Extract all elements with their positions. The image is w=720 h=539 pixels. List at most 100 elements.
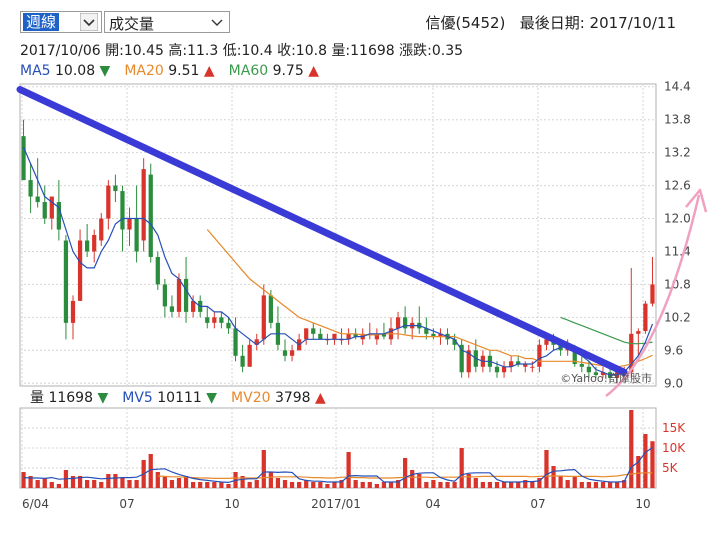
candle-body xyxy=(205,317,210,323)
candle-body xyxy=(113,185,118,192)
candle-body xyxy=(381,333,387,337)
volume-bar xyxy=(388,482,394,488)
volume-bar xyxy=(176,478,182,488)
candle-body xyxy=(92,235,97,252)
candle-body xyxy=(21,136,26,181)
ma-legend: MA5 10.08 ▼ MA20 9.51 ▲ MA60 9.75 ▲ xyxy=(20,63,333,79)
price-y-tick-label: 13.2 xyxy=(664,146,691,160)
trendline xyxy=(16,85,628,376)
down-arrow-icon: ▼ xyxy=(99,63,111,79)
volume-bar xyxy=(275,478,281,488)
volume-bar xyxy=(431,480,436,488)
volume-bar xyxy=(42,478,47,488)
volume-bar xyxy=(438,482,443,488)
candle-body xyxy=(148,174,153,257)
candle-body xyxy=(56,202,61,230)
candle-body xyxy=(403,317,408,329)
vol-legend-量: 量 11698 ▼ xyxy=(30,390,109,406)
volume-bar xyxy=(473,478,478,488)
candle-body xyxy=(49,196,54,219)
candle-body xyxy=(169,306,175,312)
indicator-select[interactable]: 成交量 xyxy=(104,11,230,33)
x-tick-label: 6/04 xyxy=(22,497,49,511)
candle-body xyxy=(191,300,196,312)
x-tick-label: 04 xyxy=(425,497,440,511)
volume-bar xyxy=(523,480,528,488)
candle-body xyxy=(219,317,224,323)
period-select[interactable]: 週線 xyxy=(20,11,102,33)
volume-bar xyxy=(268,472,273,488)
volume-bar xyxy=(353,480,358,488)
ohlc-close: 收:10.8 xyxy=(277,43,327,59)
candle-body xyxy=(459,344,464,373)
ma-legend-ma20: MA20 9.51 ▲ xyxy=(124,63,215,79)
candle-body xyxy=(70,300,76,323)
chevron-down-icon xyxy=(211,19,223,26)
volume-bar xyxy=(494,482,500,488)
volume-bar xyxy=(551,466,556,488)
volume-bar xyxy=(219,482,224,488)
volume-bar xyxy=(106,474,111,488)
vol-legend-mv5: MV5 10111 ▼ xyxy=(122,390,218,406)
volume-bar xyxy=(445,482,450,488)
volume-bar xyxy=(650,441,655,488)
candle-body xyxy=(183,278,189,312)
volume-bar xyxy=(516,482,521,488)
candle-body xyxy=(374,333,379,340)
volume-bar xyxy=(509,482,514,488)
candle-body xyxy=(579,364,584,367)
candle-body xyxy=(593,372,599,376)
candle-body xyxy=(134,218,139,252)
volume-bar xyxy=(459,448,464,488)
ma-legend-ma5: MA5 10.08 ▼ xyxy=(20,63,111,79)
volume-bar xyxy=(452,482,457,488)
volume-bar xyxy=(191,482,196,488)
volume-bar xyxy=(593,482,599,488)
price-y-tick-label: 13.8 xyxy=(664,113,691,127)
volume-bar xyxy=(240,476,245,488)
volume-bar xyxy=(607,482,613,488)
candle-body xyxy=(346,333,351,340)
volume-y-tick-label: 15K xyxy=(662,421,686,435)
ohlc-volume: 量:11698 xyxy=(331,43,395,59)
volume-bar xyxy=(162,476,167,488)
candle-body xyxy=(141,169,146,241)
stock-info: 信優(5452) 最後日期: 2017/10/11 xyxy=(426,12,676,33)
x-tick-label: 2017/01 xyxy=(311,497,361,511)
watermark: ©Yahoo!奇摩股市 xyxy=(560,371,652,385)
volume-bar xyxy=(424,482,429,488)
volume-bar xyxy=(311,482,316,488)
candle-body xyxy=(233,328,238,356)
volume-y-tick-label: 10K xyxy=(662,441,686,455)
price-y-tick-label: 14.4 xyxy=(664,80,691,94)
price-y-tick-label: 12.6 xyxy=(664,179,691,193)
volume-bar xyxy=(417,474,422,488)
volume-bar xyxy=(318,482,323,488)
candle-body xyxy=(282,350,288,356)
candle-body xyxy=(77,240,83,301)
ohlc-summary: 2017/10/06 開:10.45 高:11.3 低:10.4 收:10.8 … xyxy=(20,40,463,60)
candle-body xyxy=(572,350,577,365)
candle-body xyxy=(466,350,471,373)
volume-bar xyxy=(339,480,344,488)
candle-body xyxy=(509,361,514,367)
candle-body xyxy=(501,366,507,373)
down-arrow-icon: ▼ xyxy=(97,390,109,406)
up-arrow-icon: ▲ xyxy=(308,63,319,79)
volume-bar xyxy=(622,480,627,488)
volume-bar xyxy=(148,454,153,488)
stock-name: 信優(5452) xyxy=(425,14,506,32)
volume-bar xyxy=(297,482,302,488)
volume-bar xyxy=(261,450,266,488)
up-arrow-icon: ▲ xyxy=(315,390,326,406)
price-panel-frame xyxy=(19,83,657,387)
volume-bar xyxy=(615,482,620,488)
volume-bar xyxy=(537,478,542,488)
volume-bar xyxy=(99,482,104,488)
volume-bar xyxy=(466,474,471,488)
volume-bar xyxy=(530,482,535,488)
volume-bar xyxy=(332,482,337,488)
volume-bar xyxy=(304,480,309,488)
candle-body xyxy=(289,350,295,356)
candle-body xyxy=(254,339,259,345)
